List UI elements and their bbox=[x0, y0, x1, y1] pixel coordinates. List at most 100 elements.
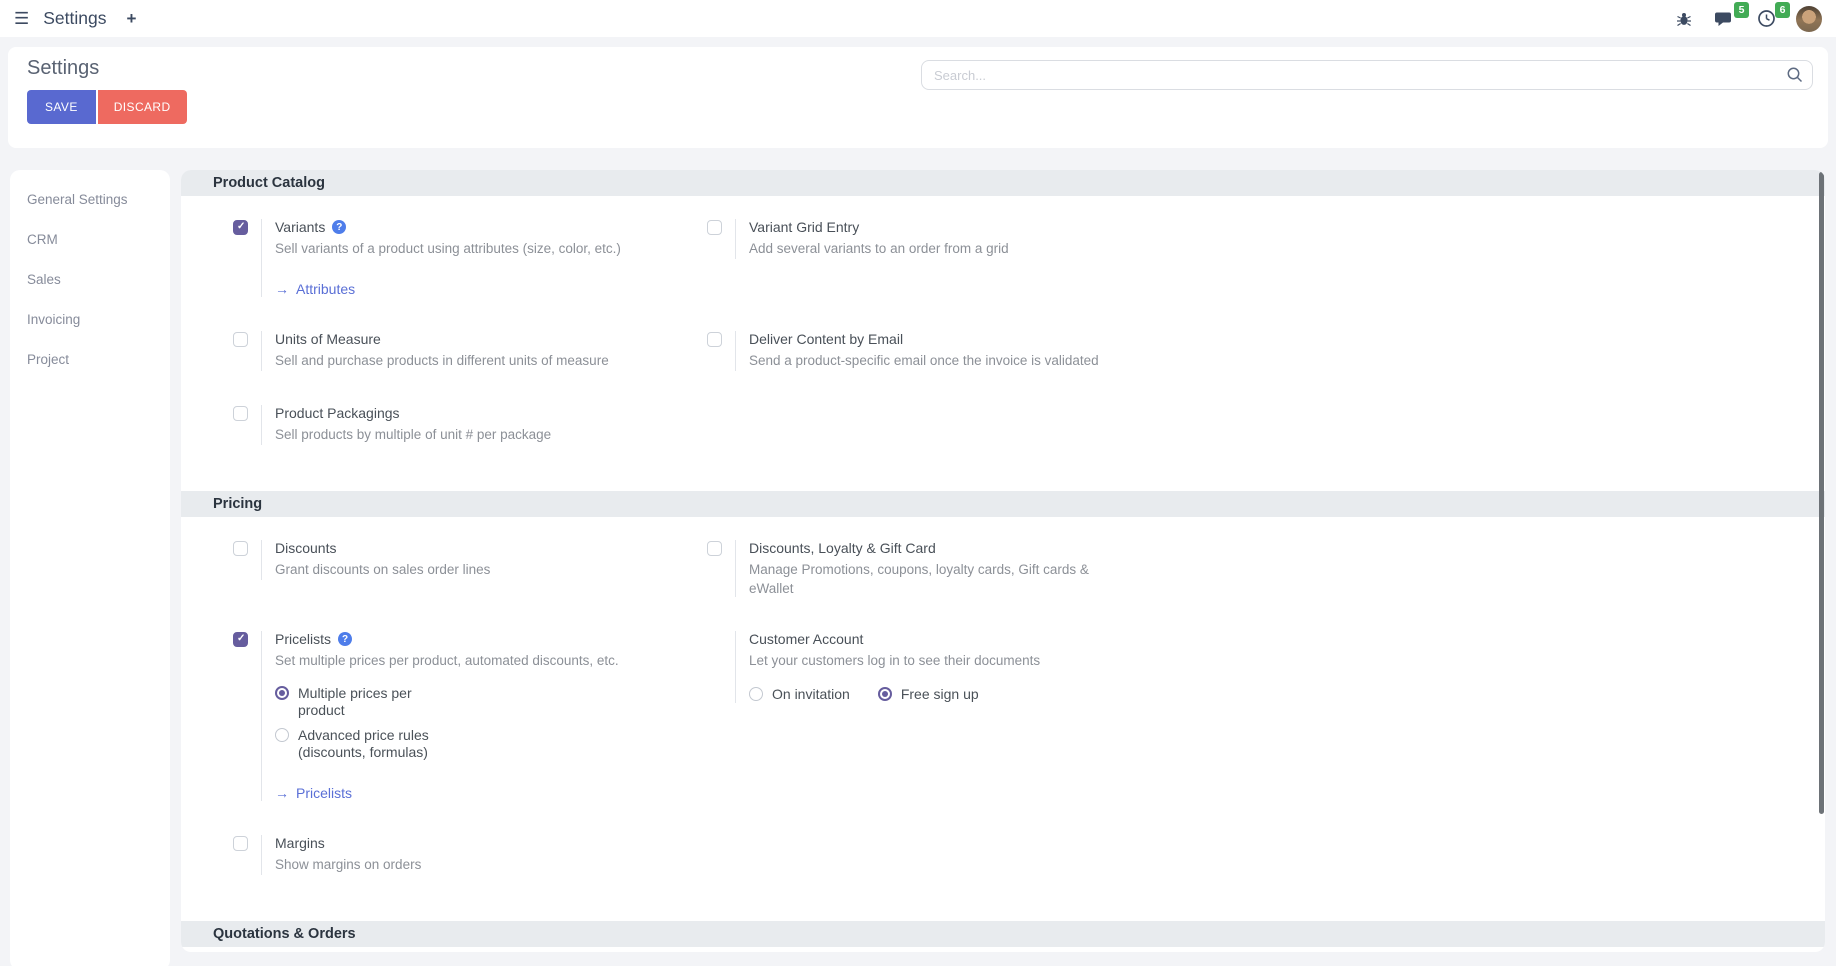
setting-pane: Units of Measure Sell and purchase produc… bbox=[261, 331, 609, 371]
settings-section: Quotations & Orders Online SignatureReque… bbox=[181, 921, 1825, 952]
radio-free-sign-up[interactable] bbox=[877, 687, 892, 701]
setting-label: Customer Account bbox=[749, 631, 864, 647]
checkbox-column bbox=[707, 540, 735, 561]
radio-multiple-prices-per[interactable] bbox=[275, 686, 289, 700]
checkbox-column bbox=[233, 405, 261, 426]
setting-description: Add several variants to an order from a … bbox=[749, 241, 1009, 256]
setting-description: eWallet bbox=[749, 581, 794, 596]
sidebar-item-crm[interactable]: CRM bbox=[27, 231, 58, 247]
radio-label: Advanced price rules (discounts, formulas… bbox=[298, 727, 429, 761]
setting-description: Grant discounts on sales order lines bbox=[275, 562, 491, 577]
setting-description: Show margins on orders bbox=[275, 857, 422, 872]
help-icon[interactable] bbox=[338, 632, 353, 646]
setting-pane: Discounts Grant discounts on sales order … bbox=[261, 540, 490, 580]
sidebar-item-general-settings[interactable]: General Settings bbox=[27, 191, 128, 207]
setting-pane: Variant Grid Entry Add several variants t… bbox=[735, 219, 1009, 259]
setting-box-units-of-measure: Units of Measure Sell and purchase produc… bbox=[233, 331, 707, 371]
radio-label-line: Advanced price rules bbox=[298, 727, 429, 743]
setting-box-deliver-content-by-email: Deliver Content by Email Send a product-s… bbox=[707, 331, 1267, 371]
radio-option-free-sign-up[interactable]: Free sign up bbox=[877, 686, 979, 703]
arrow-right-icon: → bbox=[275, 281, 289, 297]
setting-box-customer-account: Customer Account Let your customers log i… bbox=[707, 631, 1267, 801]
setting-label-row: Units of Measure bbox=[275, 331, 609, 347]
setting-label: Discounts bbox=[275, 540, 337, 556]
checkbox-column bbox=[707, 331, 735, 352]
radio-advanced-price-rules[interactable] bbox=[275, 728, 289, 742]
settings-content: Product Catalog Variants Sell variants of … bbox=[181, 170, 1825, 952]
checkbox-pricelists[interactable] bbox=[233, 632, 248, 647]
sidebar-item-invoicing[interactable]: Invoicing bbox=[27, 311, 81, 327]
checkbox-deliver-content-by-email[interactable] bbox=[707, 332, 722, 347]
checkbox-column bbox=[233, 835, 261, 856]
setting-label: Deliver Content by Email bbox=[749, 331, 904, 347]
help-icon[interactable] bbox=[332, 220, 347, 234]
setting-row: Margins Show margins on orders bbox=[233, 835, 1825, 875]
discard-button[interactable]: DISCARD bbox=[97, 90, 187, 124]
setting-box-variant-grid-entry: Variant Grid Entry Add several variants t… bbox=[707, 219, 1267, 297]
link-label: Attributes bbox=[296, 281, 356, 297]
setting-pane: Discounts, Loyalty & Gift Card Manage Pro… bbox=[735, 540, 1089, 597]
checkbox-discounts-loyalty-gift-card[interactable] bbox=[707, 541, 722, 556]
section-header: Product Catalog bbox=[181, 170, 1825, 196]
app-title[interactable]: Settings bbox=[43, 8, 107, 28]
page-title: Settings bbox=[27, 57, 100, 79]
user-avatar[interactable] bbox=[1796, 5, 1822, 32]
setting-pane: Variants Sell variants of a product using… bbox=[261, 219, 621, 297]
link-attributes[interactable]: → Attributes bbox=[275, 281, 355, 297]
search-input[interactable] bbox=[921, 60, 1813, 90]
setting-description: Let your customers log in to see their d… bbox=[749, 653, 1041, 668]
radio-option-advanced-price-rules[interactable]: Advanced price rules (discounts, formulas… bbox=[275, 727, 619, 761]
setting-label-row: Customer Account bbox=[749, 631, 1040, 647]
setting-description: Set multiple prices per product, automat… bbox=[275, 653, 619, 668]
search-icon[interactable] bbox=[1786, 66, 1804, 89]
setting-label-row: Discounts, Loyalty & Gift Card bbox=[749, 540, 1089, 556]
setting-label: Discounts, Loyalty & Gift Card bbox=[749, 540, 936, 556]
settings-sidebar: General Settings CRM Sales Invoicing Project bbox=[10, 170, 170, 966]
setting-pane: Deliver Content by Email Send a product-s… bbox=[735, 331, 1099, 371]
setting-description: Send a product-specific email once the i… bbox=[749, 353, 1099, 368]
radio-label-line: Multiple prices per bbox=[298, 685, 412, 701]
checkbox-product-packagings[interactable] bbox=[233, 406, 248, 421]
setting-label: Variants bbox=[275, 219, 326, 235]
setting-row: Product Packagings Sell products by multi… bbox=[233, 405, 1825, 445]
section-content: Discounts Grant discounts on sales order … bbox=[181, 517, 1825, 921]
checkbox-discounts[interactable] bbox=[233, 541, 248, 556]
settings-section: Product Catalog Variants Sell variants of … bbox=[181, 170, 1825, 491]
section-content: Variants Sell variants of a product using… bbox=[181, 196, 1825, 491]
setting-label-row: Variants bbox=[275, 219, 621, 235]
new-tab-plus-icon[interactable]: + bbox=[126, 8, 137, 28]
activities-clock-icon[interactable]: 6 bbox=[1755, 1, 1790, 30]
setting-pane: Customer Account Let your customers log i… bbox=[735, 631, 1040, 703]
radio-label-line: (discounts, formulas) bbox=[298, 744, 428, 760]
section-title: Product Catalog bbox=[213, 175, 325, 191]
debug-bug-icon[interactable] bbox=[1673, 8, 1695, 30]
checkbox-units-of-measure[interactable] bbox=[233, 332, 248, 347]
setting-label-row: Discounts bbox=[275, 540, 490, 556]
radio-label-line: Free sign up bbox=[900, 686, 979, 702]
setting-row: Variants Sell variants of a product using… bbox=[233, 219, 1825, 297]
setting-description: Sell variants of a product using attribu… bbox=[275, 241, 621, 256]
radio-on-invitation[interactable] bbox=[749, 687, 763, 701]
radio-option-multiple-prices-per[interactable]: Multiple prices per product bbox=[275, 685, 619, 719]
messages-icon[interactable]: 5 bbox=[1714, 1, 1749, 30]
checkbox-variants[interactable] bbox=[233, 220, 248, 235]
setting-label: Pricelists bbox=[275, 631, 332, 647]
link-pricelists[interactable]: → Pricelists bbox=[275, 785, 352, 801]
setting-description: Manage Promotions, coupons, loyalty card… bbox=[749, 562, 1089, 577]
radio-label: On invitation bbox=[772, 686, 850, 703]
checkbox-column bbox=[707, 631, 735, 632]
checkbox-column bbox=[233, 331, 261, 352]
top-navbar: ☰ Settings + 5 bbox=[0, 0, 1836, 37]
sidebar-item-project[interactable]: Project bbox=[27, 351, 70, 367]
vertical-scrollbar[interactable] bbox=[1819, 172, 1824, 814]
checkbox-margins[interactable] bbox=[233, 836, 248, 851]
checkbox-variant-grid-entry[interactable] bbox=[707, 220, 722, 235]
section-title: Quotations & Orders bbox=[213, 926, 356, 942]
radio-option-on-invitation[interactable]: On invitation bbox=[749, 686, 850, 703]
section-header: Pricing bbox=[181, 491, 1825, 517]
apps-menu-icon[interactable]: ☰ bbox=[14, 8, 30, 28]
sidebar-item-sales[interactable]: Sales bbox=[27, 271, 61, 287]
setting-box-discounts: Discounts Grant discounts on sales order … bbox=[233, 540, 707, 597]
save-button[interactable]: SAVE bbox=[27, 90, 96, 124]
messages-count-badge: 5 bbox=[1734, 1, 1749, 18]
